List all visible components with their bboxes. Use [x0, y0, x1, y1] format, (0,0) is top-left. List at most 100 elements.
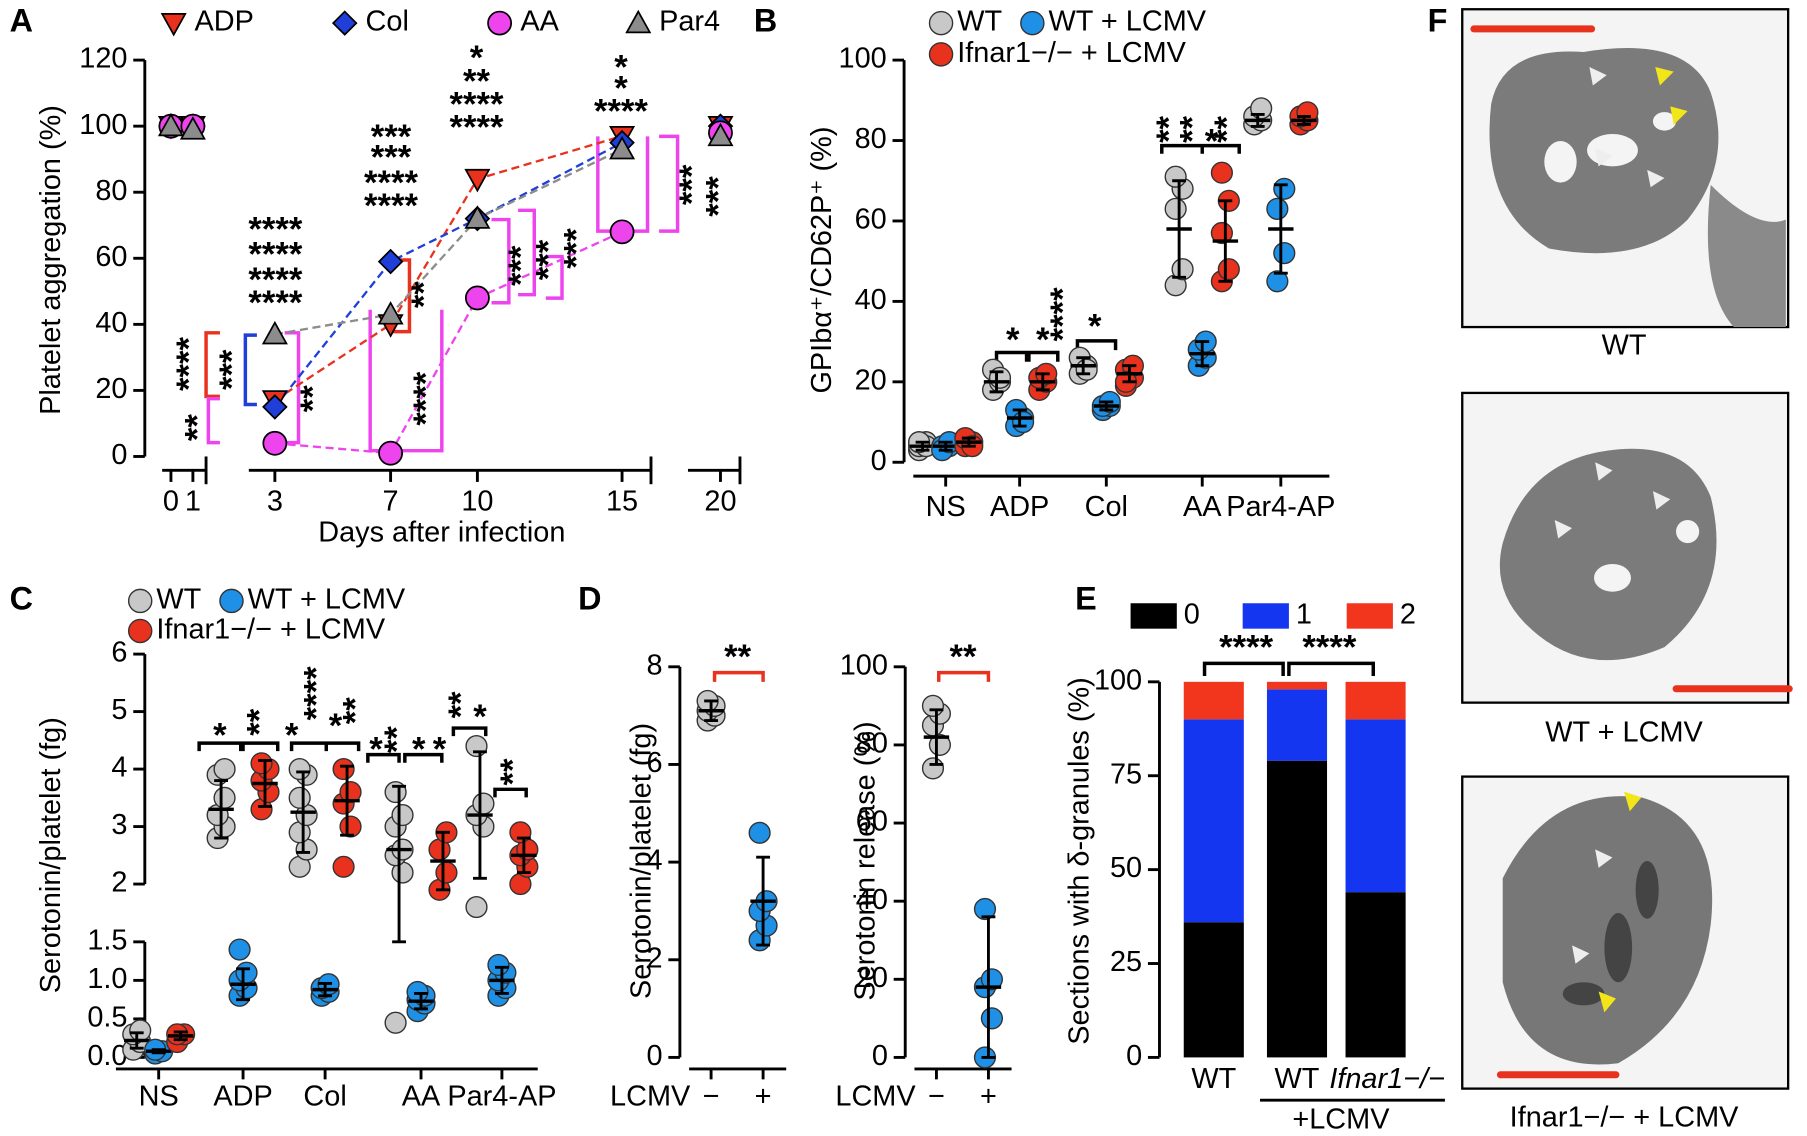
significance: **** [1302, 629, 1356, 667]
dot [1266, 197, 1289, 220]
bar-segment [1183, 719, 1244, 923]
significance: ** [241, 708, 279, 735]
marker [609, 219, 635, 245]
dot [465, 895, 488, 919]
micrographs: F WT WT + LCMV Ifnar1−/− + LCMV [1428, 3, 1793, 1133]
significance: ** [1208, 115, 1246, 142]
y-axis-label: Sections with δ-granules (%) [1064, 677, 1096, 1045]
x-tick-label: Col [1085, 491, 1128, 523]
panel-letter: E [1075, 580, 1097, 616]
marker [464, 168, 491, 193]
dot [472, 792, 495, 815]
dot [1171, 258, 1194, 281]
y-tick-label: 5 [111, 694, 127, 726]
chart: C 0.0 0.5 1.0 1.5 2 3 4 5 6 Serotonin/platelet (fg… [10, 580, 557, 1112]
y-axis-label: GPIbα⁺/CD62P⁺ (%) [806, 127, 838, 394]
x-tick-label: ADP [213, 1080, 272, 1112]
dot [406, 980, 429, 1004]
significance: * [329, 707, 343, 745]
significance: **** [450, 85, 504, 123]
y-axis-label: Serotonin/platelet (fg) [35, 717, 67, 993]
dot [213, 757, 236, 781]
y-axis-label: Serotonin release (%) [850, 721, 882, 1000]
significance: * [213, 716, 227, 754]
significance: **** [364, 187, 418, 225]
significance: **** [594, 92, 648, 130]
dot [921, 757, 945, 780]
y-tick-label: 40 [855, 284, 887, 316]
dot [435, 861, 458, 884]
legend-label: Ifnar1−/− + LCMV [156, 614, 385, 646]
significance: **** [1044, 287, 1082, 341]
legend-label: WT + LCMV [248, 584, 406, 616]
significance: *** [530, 239, 568, 280]
y-tick-label: 4 [646, 845, 662, 877]
chart: 0 20 40 60 80 100 Serotonin release (%) − + LCMV *… [835, 638, 1012, 1112]
significance: *** [502, 245, 540, 286]
legend-label: WT [156, 584, 201, 616]
significance: * [473, 698, 487, 736]
y-tick-label: 80 [856, 728, 888, 760]
chart: D 0 2 4 6 8 Serotonin/platelet (fg) − + LCMV ** [578, 580, 787, 1112]
significance: * [1036, 321, 1050, 359]
marker [707, 122, 734, 147]
legend-swatch [1346, 603, 1393, 629]
y-tick-label: 2 [646, 942, 662, 974]
dot [332, 855, 355, 878]
bar-segment [1266, 681, 1328, 690]
x-tick-label: 7 [383, 485, 399, 517]
legend-label: 1 [1296, 599, 1312, 631]
bar-segment [1183, 922, 1244, 1058]
y-tick-label: 80 [95, 175, 127, 207]
y-tick-label: 0 [111, 439, 127, 471]
legend-marker [625, 9, 652, 34]
significance: * [614, 48, 628, 86]
bracket [243, 333, 257, 407]
y-tick-label: 60 [855, 204, 887, 236]
bracket [284, 331, 301, 445]
significance: **** [248, 236, 302, 274]
bracket [545, 254, 564, 300]
bracket [368, 309, 444, 453]
legend-label: 0 [1184, 599, 1200, 631]
marker [378, 440, 404, 466]
dot [1210, 161, 1233, 184]
x-axis-label: LCMV [835, 1080, 916, 1112]
dot [384, 1011, 407, 1034]
dot [288, 757, 311, 781]
dot [250, 752, 273, 775]
dot [1164, 165, 1187, 188]
y-tick-label: 20 [95, 373, 127, 405]
dot [973, 897, 997, 921]
y-tick-label: 50 [1110, 852, 1142, 884]
significance: ** [494, 758, 532, 785]
bar-segment [1266, 760, 1328, 1058]
y-tick-label: 0 [871, 445, 887, 477]
marker [261, 320, 288, 345]
y-tick-label: 3 [111, 809, 127, 841]
x-axis-label: LCMV [610, 1080, 691, 1112]
significance: **** [297, 666, 335, 720]
significance: ** [1173, 115, 1211, 142]
x-tick-label: ADP [990, 491, 1049, 523]
marker [262, 394, 288, 420]
legend-label: 2 [1400, 599, 1416, 631]
marker [377, 301, 404, 325]
significance: **** [170, 337, 208, 391]
y-axis-label: Platelet aggregation (%) [35, 105, 67, 415]
significance: **** [248, 284, 302, 322]
legend-marker [331, 10, 358, 36]
group-label: +LCMV [1292, 1104, 1390, 1136]
y-tick-label: 20 [856, 962, 888, 994]
significance: *** [699, 176, 737, 217]
micrograph [1461, 8, 1790, 329]
significance: ** [463, 62, 490, 100]
panel-letter: A [10, 3, 33, 39]
dot [1075, 358, 1098, 381]
dot [1273, 177, 1296, 200]
significance: ** [442, 691, 480, 718]
x-tick-label: 0 [163, 485, 179, 517]
x-tick-label: 10 [461, 485, 493, 517]
caption: WT [1602, 329, 1647, 361]
